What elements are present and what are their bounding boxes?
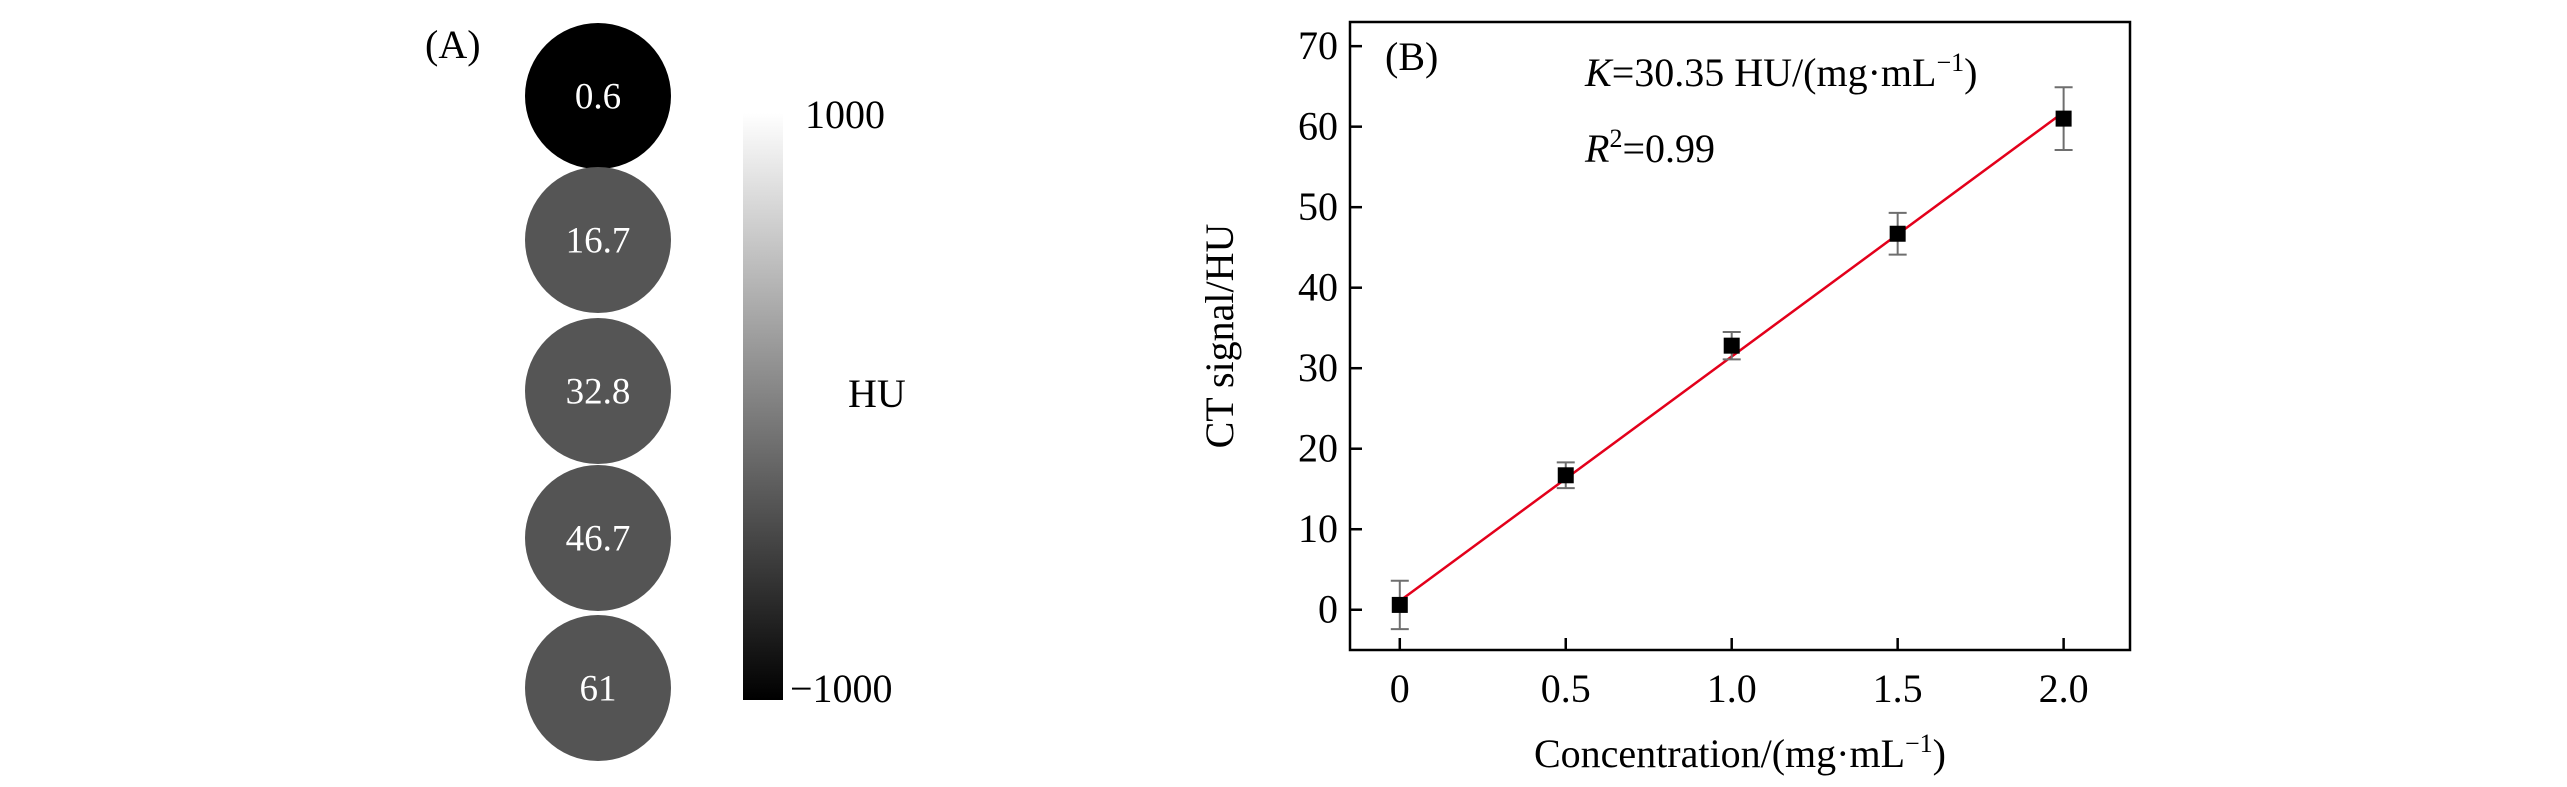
x-tick-label: 0 xyxy=(1390,666,1410,711)
phantom-value: 61 xyxy=(580,669,617,710)
colorbar: 1000 HU −1000 xyxy=(743,92,906,711)
slope-annotation: K=30.35 HU/(mg·mL−1) xyxy=(1584,48,1977,95)
phantom-1: 16.7 xyxy=(525,167,671,313)
y-axis: 0 10 20 30 40 50 60 70 xyxy=(1298,23,1362,632)
phantom-disc xyxy=(525,318,671,464)
panel-a: (A) 0.6 16.7 32.8 46.7 61 1000 HU −1000 xyxy=(425,22,906,761)
panel-a-label: (A) xyxy=(425,22,481,67)
data-point xyxy=(1723,337,1740,354)
phantom-0: 0.6 xyxy=(525,23,671,169)
phantom-4: 61 xyxy=(525,615,671,761)
y-tick-label: 10 xyxy=(1298,506,1338,551)
phantom-value: 16.7 xyxy=(566,221,631,262)
plot-frame xyxy=(1348,20,2132,652)
y-tick-label: 50 xyxy=(1298,184,1338,229)
phantom-3: 46.7 xyxy=(525,465,671,611)
colorbar-max-label: 1000 xyxy=(805,92,885,137)
y-axis-title: CT signal/HU xyxy=(1197,223,1242,448)
y-tick-label: 20 xyxy=(1298,426,1338,471)
x-tick-label: 1.5 xyxy=(1873,666,1923,711)
slope-text: =30.35 HU/(mg·mL xyxy=(1612,50,1937,95)
panel-b-label: (B) xyxy=(1385,34,1438,79)
y-tick-label: 40 xyxy=(1298,265,1338,310)
data-point xyxy=(1391,596,1408,613)
y-tick-label: 30 xyxy=(1298,345,1338,390)
data-point xyxy=(1889,225,1906,242)
y-tick-label: 70 xyxy=(1298,23,1338,68)
phantom-disc xyxy=(525,23,671,169)
x-axis-title-superscript: −1 xyxy=(1905,729,1933,758)
r2-symbol: R xyxy=(1584,126,1609,171)
phantom-disc xyxy=(525,615,671,761)
x-axis-title-main: Concentration/(mg·mL xyxy=(1534,731,1905,776)
slope-superscript: −1 xyxy=(1936,48,1964,77)
data-point xyxy=(1557,467,1574,484)
colorbar-unit-label: HU xyxy=(848,371,906,416)
phantom-value: 32.8 xyxy=(566,372,631,413)
phantom-value: 0.6 xyxy=(575,77,621,118)
data-point xyxy=(2055,110,2072,127)
x-tick-label: 1.0 xyxy=(1707,666,1757,711)
error-bars xyxy=(1390,86,2073,631)
x-tick-label: 0.5 xyxy=(1541,666,1591,711)
r2-annotation: R2=0.99 xyxy=(1584,124,1715,171)
panel-b: (B) K=30.35 HU/(mg·mL−1) R2=0.99 0102030… xyxy=(1197,20,2132,776)
colorbar-min-label: −1000 xyxy=(790,666,893,711)
r2-text: =0.99 xyxy=(1622,126,1715,171)
y-tick-label: 0 xyxy=(1318,587,1338,632)
x-axis-title-close: ) xyxy=(1933,731,1946,776)
phantom-2: 32.8 xyxy=(525,318,671,464)
data-points xyxy=(1391,110,2072,613)
x-tick-label: 2.0 xyxy=(2039,666,2089,711)
slope-symbol: K xyxy=(1584,50,1614,95)
phantom-value: 46.7 xyxy=(566,519,631,560)
slope-close: ) xyxy=(1964,50,1977,95)
x-axis: 0 0.5 1.0 1.5 2.0 xyxy=(1390,638,2089,711)
y-tick-label: 60 xyxy=(1298,104,1338,149)
phantom-disc xyxy=(525,167,671,313)
r2-superscript: 2 xyxy=(1609,124,1622,153)
x-axis-title: Concentration/(mg·mL−1) xyxy=(1534,729,1946,776)
colorbar-gradient xyxy=(743,113,783,700)
phantom-disc xyxy=(525,465,671,611)
